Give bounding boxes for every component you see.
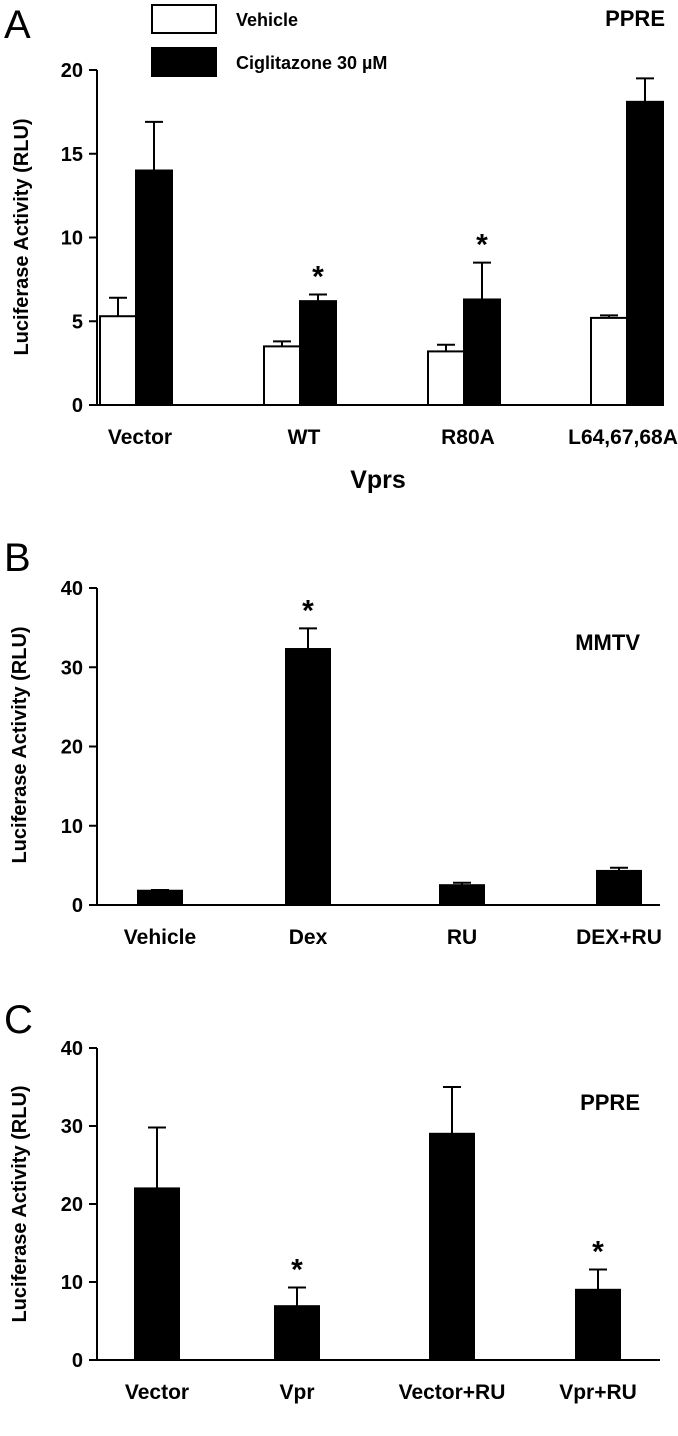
bar [596,869,642,906]
y-tick-label: 10 [61,1272,83,1294]
x-tick-label: Vpr [279,1381,314,1404]
bar [99,315,137,407]
x-tick-label: RU [447,926,477,949]
x-tick-label: Vector [108,426,172,449]
panel-c: C 0 10 20 30 40 Luciferase Activity (RLU) PPRE V… [4,998,660,1404]
x-axis-label: Vprs [350,466,406,494]
bar [134,1187,180,1362]
bar [439,884,485,906]
legend-label: Ciglitazone 30 µM [236,53,387,73]
y-tick-label: 20 [61,1194,83,1216]
y-tick-label: 0 [72,895,83,917]
panel-annotation: PPRE [605,6,665,31]
x-tick-label: Vpr+RU [559,1381,637,1404]
y-tick-label: 10 [61,228,83,250]
legend-label: Vehicle [236,10,298,30]
legend-swatch [151,47,217,77]
bar [575,1288,621,1362]
significance-mark: * [476,229,488,262]
bar [463,298,501,407]
panel-letter: A [4,3,31,47]
panel-letter: B [4,536,31,580]
panel-a: A 0 5 10 15 20 Luciferase Activity (RLU) PPRE Ve… [4,3,678,494]
y-tick-label: 0 [72,1350,83,1372]
y-tick-label: 20 [61,737,83,759]
bar [299,300,337,406]
x-tick-label: Dex [289,926,328,949]
bar [626,100,664,406]
significance-mark: * [302,594,314,627]
significance-mark: * [312,260,324,293]
panel-annotation: PPRE [580,1090,640,1115]
bar [590,316,628,406]
y-axis-label: Luciferase Activity (RLU) [11,118,33,355]
bar [285,648,331,907]
panel-b: B 0 10 20 30 40 Luciferase Activity (RLU) MMTV V… [4,536,662,949]
y-tick-label: 10 [61,816,83,838]
y-tick-label: 40 [61,578,83,600]
bar [135,169,173,406]
x-tick-label: L64,67,68A [568,426,678,449]
y-tick-label: 0 [72,395,83,417]
x-tick-label: Vector [125,1381,189,1404]
x-tick-label: Vehicle [124,926,196,949]
x-tick-label: Vector+RU [399,1381,506,1404]
y-tick-label: 20 [61,60,83,82]
panel-letter: C [4,998,33,1042]
x-tick-label: DEX+RU [576,926,662,949]
y-tick-label: 5 [72,311,83,333]
bar [427,350,465,406]
legend-swatch [151,4,217,34]
legend: Vehicle Ciglitazone 30 µM [151,4,387,77]
y-tick-label: 40 [61,1038,83,1060]
y-tick-label: 30 [61,657,83,679]
y-axis-label: Luciferase Activity (RLU) [9,1085,31,1322]
significance-mark: * [291,1253,303,1286]
significance-mark: * [592,1236,604,1269]
bar [274,1305,320,1362]
bar [263,345,301,406]
y-axis-label: Luciferase Activity (RLU) [9,626,31,863]
y-tick-label: 30 [61,1116,83,1138]
bar [137,889,183,906]
x-tick-label: R80A [441,426,495,449]
x-tick-label: WT [288,426,321,449]
panel-annotation: MMTV [575,630,640,655]
y-tick-label: 15 [61,144,83,166]
bar [429,1132,475,1362]
